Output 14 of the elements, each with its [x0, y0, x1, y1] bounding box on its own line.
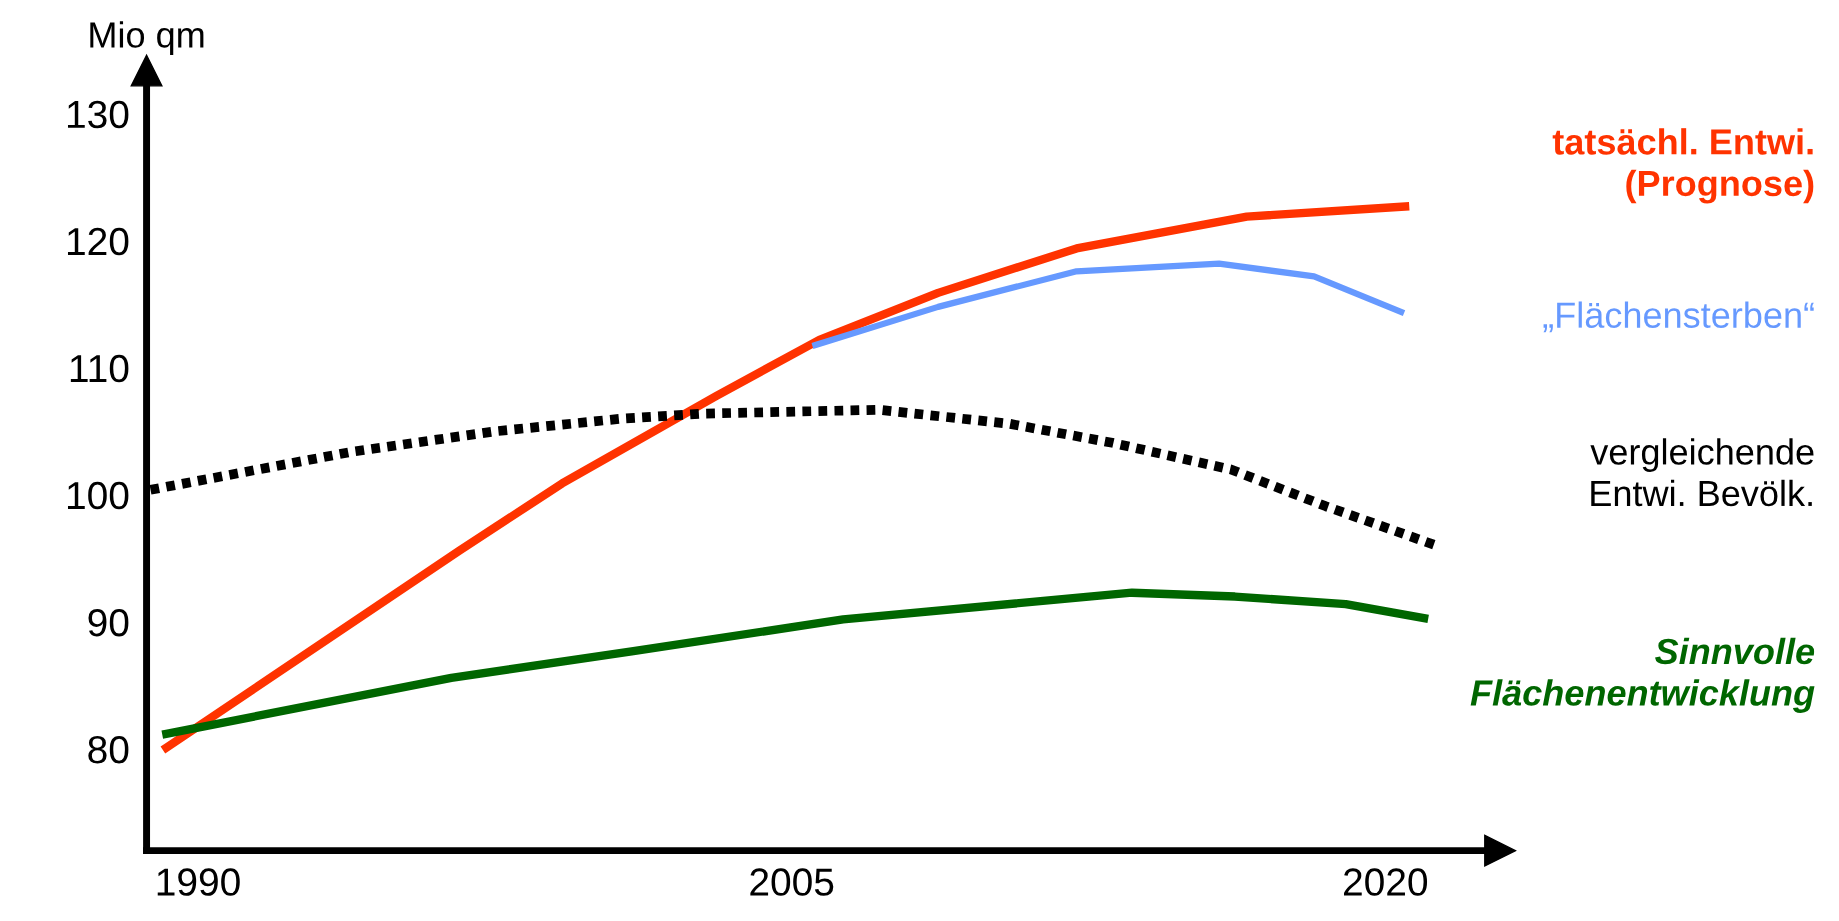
text: „Flächensterben“ [1543, 301, 1814, 333]
x-tick-label: 1990 [157, 868, 240, 896]
y-tick-label: 100 [67, 481, 129, 510]
y-tick-label: 90 [88, 608, 129, 637]
text: tatsächl. Entwi. (Prognose) [1552, 128, 1814, 204]
y-axis-title: Mio qm [90, 21, 204, 55]
y-tick-label: 80 [88, 735, 129, 764]
x-tick-label: 2020 [1344, 868, 1428, 896]
y-tick-label: 130 [67, 100, 129, 129]
text: vergleichende Entwi. Bevölk. [1590, 438, 1814, 507]
series-label: Sinnvolle Flächenentwicklung [1470, 637, 1815, 713]
x-tick-label: 2005 [750, 868, 834, 896]
y-tick-label: 120 [67, 227, 129, 256]
y-tick-label: 110 [70, 354, 129, 383]
